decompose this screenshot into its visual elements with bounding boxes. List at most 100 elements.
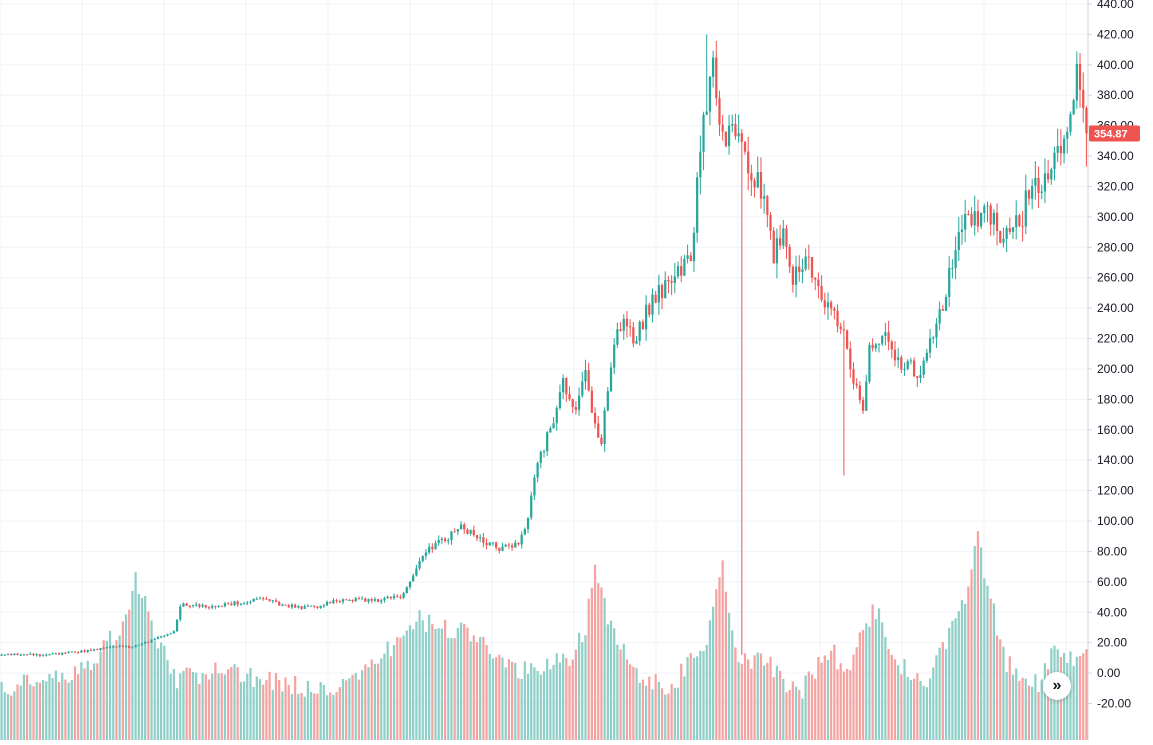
candle-body: [399, 596, 402, 598]
candle-body: [957, 232, 960, 251]
volume-bar: [405, 630, 408, 740]
volume-bar: [542, 671, 546, 740]
volume-bar: [150, 620, 153, 740]
volume-bar: [361, 670, 364, 740]
volume-bar: [252, 687, 255, 740]
candle-body: [80, 650, 83, 653]
candle-body: [711, 57, 715, 77]
candle-body: [26, 654, 29, 656]
candle-body: [976, 211, 980, 227]
candle-body: [807, 256, 810, 258]
volume-bar: [938, 647, 941, 740]
volume-bar: [265, 679, 268, 740]
volume-bar: [597, 583, 600, 740]
candle-body: [450, 531, 453, 541]
volume-bar: [708, 620, 712, 740]
candle-body: [472, 529, 475, 536]
volume-bar: [431, 623, 434, 740]
candle-body: [938, 309, 941, 324]
volume-bar: [389, 656, 392, 740]
volume-bar: [3, 692, 6, 740]
candle-body: [619, 329, 622, 331]
volume-bar: [102, 640, 105, 740]
volume-bar: [284, 677, 287, 740]
volume-bar: [118, 635, 121, 740]
candle-body: [466, 529, 469, 534]
candle-body: [810, 257, 814, 278]
price-axis[interactable]: 440.00420.00400.00380.00360.00340.00320.…: [1087, 0, 1140, 740]
volume-bar: [83, 668, 86, 740]
volume-bar: [408, 625, 412, 740]
volume-bar: [1078, 656, 1082, 740]
candle-body: [775, 238, 779, 264]
candle-body: [405, 587, 408, 594]
candle-body: [871, 344, 874, 349]
candle-body: [345, 599, 348, 601]
candle-body: [1066, 131, 1069, 139]
volume-bar: [565, 658, 568, 740]
candle-body: [10, 653, 13, 656]
candle-body: [134, 645, 137, 648]
volume-bar: [80, 662, 83, 740]
volume-bar: [686, 656, 689, 740]
scroll-to-realtime-button[interactable]: »: [1043, 672, 1071, 700]
volume-bar: [501, 657, 504, 740]
volume-bar: [517, 678, 520, 740]
volume-bar: [418, 610, 421, 740]
volume-bar: [874, 619, 877, 740]
volume-bar: [450, 638, 453, 740]
candle-body: [306, 605, 310, 607]
candle-body: [635, 340, 638, 344]
volume-bar: [568, 665, 571, 740]
candle-body: [753, 180, 756, 188]
candle-body: [919, 374, 922, 378]
volume-bar: [10, 695, 13, 740]
candle-body: [309, 605, 313, 607]
candle-body: [124, 645, 128, 647]
candle-body: [271, 600, 274, 602]
volume-bar: [941, 642, 944, 740]
volume-bar: [485, 644, 488, 740]
candle-body: [128, 645, 131, 649]
candle-body: [89, 649, 93, 651]
candle-body: [185, 603, 188, 606]
volume-bar: [70, 680, 73, 740]
candle-body: [64, 652, 67, 654]
candle-body: [555, 407, 558, 424]
candle-body: [389, 596, 392, 599]
candle-body: [893, 349, 897, 361]
volume-bar: [734, 647, 737, 740]
volume-bar: [724, 591, 727, 740]
y-tick-label: -20.00: [1097, 697, 1131, 711]
volume-bar: [571, 659, 574, 740]
candle-body: [530, 495, 533, 518]
volume-bar: [482, 636, 485, 740]
candle-body: [616, 329, 619, 345]
volume-bar: [428, 614, 431, 740]
candle-body: [1069, 114, 1072, 132]
volume-bar: [715, 589, 718, 740]
candle-body: [801, 269, 804, 273]
volume-bar: [6, 693, 10, 740]
volume-bar: [778, 670, 782, 740]
candle-body: [443, 538, 447, 541]
volume-bar: [319, 681, 322, 740]
candle-body: [1002, 238, 1005, 243]
volume-bar: [967, 586, 970, 740]
candle-body: [718, 98, 721, 125]
candle-body: [115, 646, 118, 648]
candle-body: [820, 285, 823, 301]
candle-layer: [0, 34, 1088, 658]
candle-body: [361, 598, 364, 600]
candle-body: [335, 600, 338, 602]
candle-body: [782, 228, 785, 246]
volume-bar: [396, 637, 399, 740]
candle-body: [590, 390, 593, 413]
candle-body: [290, 604, 294, 608]
candle-body: [1056, 146, 1059, 153]
volume-bar: [38, 682, 41, 740]
candle-body: [424, 552, 428, 556]
candle-body: [29, 653, 32, 655]
